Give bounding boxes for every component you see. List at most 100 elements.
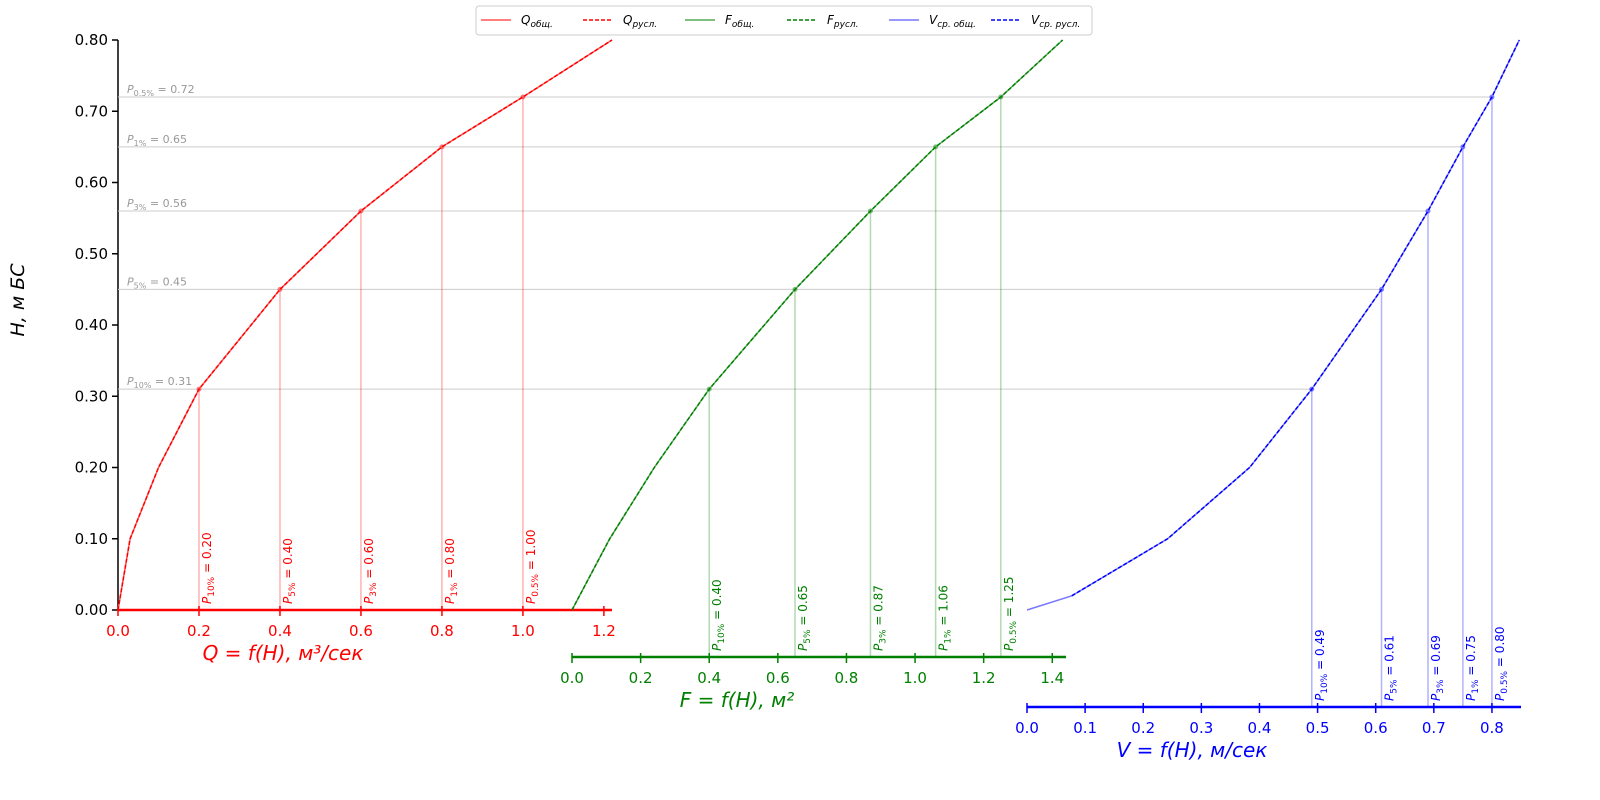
point-label: P3% = 0.69 [1429, 635, 1446, 701]
point-name: 10% [717, 623, 727, 643]
point-symbol: P [1002, 643, 1016, 651]
point-equals: = [200, 559, 214, 577]
legend-name: Q [623, 13, 632, 27]
point-label: P10% = 0.40 [710, 579, 727, 651]
legend-name: F [725, 13, 733, 27]
x-tick-label: 1.2 [592, 622, 616, 640]
point-label: P1% = 0.75 [1464, 635, 1481, 701]
point-equals: = [796, 612, 810, 630]
point-label: P0.5% = 1.25 [1002, 576, 1019, 651]
x-tick-label: 0.2 [1131, 719, 1155, 737]
point-symbol: P [362, 596, 376, 604]
point-name: 3% [1436, 679, 1446, 694]
y-tick-label: 0.40 [75, 316, 108, 334]
legend-label: Vср. русл. [1031, 13, 1080, 30]
level-symbol: P [127, 197, 134, 210]
point-equals: = [443, 565, 457, 583]
point-symbol: P [1313, 693, 1327, 701]
point-label: P1% = 0.80 [443, 538, 460, 604]
point-name: 10% [1320, 673, 1330, 693]
x-axis-label: Q = f(H), м³/сек [203, 641, 364, 665]
point-name: 0.5% [1500, 670, 1510, 693]
x-tick-label: 0.8 [1480, 719, 1504, 737]
point-value: 1.25 [1002, 576, 1016, 603]
legend-name: V [929, 13, 938, 27]
point-symbol: P [1464, 693, 1478, 701]
point-label: P0.5% = 1.00 [524, 529, 541, 604]
legend-subscript: ср. русл. [1039, 20, 1080, 30]
point-equals: = [710, 606, 724, 624]
curve [571, 39, 1064, 611]
point-value: 0.69 [1429, 635, 1443, 662]
point-label: P10% = 0.49 [1313, 629, 1330, 701]
level-value: 0.45 [163, 275, 188, 288]
level-label: P0.5% = 0.72 [127, 83, 195, 98]
x-tick-label: 0.4 [268, 622, 292, 640]
legend-subscript: ср. общ. [937, 20, 976, 30]
point-symbol: P [1383, 693, 1397, 701]
level-value: 0.31 [168, 375, 193, 388]
x-tick-label: 0.0 [106, 622, 130, 640]
x-tick-label: 1.0 [511, 622, 535, 640]
point-equals: = [362, 565, 376, 583]
curve [1071, 39, 1520, 597]
level-label: P1% = 0.65 [127, 133, 187, 148]
x-tick-label: 0.7 [1422, 719, 1446, 737]
legend-subscript: русл. [833, 20, 859, 30]
point-name: 1% [944, 629, 954, 644]
legend-label: Vср. общ. [929, 13, 976, 30]
point-label: P3% = 0.87 [871, 585, 888, 651]
point-equals: = [937, 612, 951, 630]
curve [117, 39, 613, 611]
legend-subscript: общ. [530, 20, 552, 30]
legend-label: Fобщ. [725, 13, 754, 30]
x-tick-label: 0.6 [1364, 719, 1388, 737]
curve [571, 39, 1064, 611]
x-axis-label: V = f(H), м/сек [1117, 738, 1268, 762]
legend-label: Qобщ. [521, 13, 553, 30]
level-equals: = [146, 133, 162, 146]
point-symbol: P [796, 643, 810, 651]
point-value: 0.40 [710, 579, 724, 606]
point-symbol: P [1493, 693, 1507, 701]
x-tick-label: 0.5 [1306, 719, 1330, 737]
point-name: 5% [803, 629, 813, 644]
x-tick-label: 1.4 [1040, 669, 1064, 687]
point-equals: = [1002, 603, 1016, 621]
level-name: 0.5% [134, 89, 155, 98]
legend-name: V [1031, 13, 1040, 27]
point-equals: = [1383, 662, 1397, 680]
point-value: 0.60 [362, 538, 376, 565]
point-value: 0.49 [1313, 629, 1327, 656]
legend-name: F [827, 13, 835, 27]
level-symbol: P [127, 375, 134, 388]
level-name: 10% [134, 381, 152, 390]
level-name: 5% [134, 281, 147, 290]
point-symbol: P [871, 643, 885, 651]
x-tick-label: 0.1 [1073, 719, 1097, 737]
level-symbol: P [127, 133, 134, 146]
point-name: 0.5% [531, 573, 541, 596]
point-equals: = [1429, 662, 1443, 680]
curve [117, 39, 613, 611]
point-label: P5% = 0.65 [796, 585, 813, 651]
x-tick-label: 0.3 [1189, 719, 1213, 737]
legend-label: Fрусл. [827, 13, 859, 30]
y-tick-label: 0.50 [75, 245, 108, 263]
point-symbol: P [524, 596, 538, 604]
y-axis-label: H, м БС [7, 263, 29, 337]
point-label: P1% = 1.06 [937, 585, 954, 651]
level-equals: = [151, 375, 167, 388]
point-equals: = [1464, 662, 1478, 680]
point-name: 10% [207, 576, 217, 596]
level-value: 0.72 [170, 83, 195, 96]
point-equals: = [524, 556, 538, 574]
point-value: 0.61 [1383, 635, 1397, 662]
x-tick-label: 1.0 [903, 669, 927, 687]
point-value: 1.06 [937, 585, 951, 612]
legend-subscript: общ. [732, 20, 754, 30]
x-tick-label: 0.6 [766, 669, 790, 687]
y-tick-label: 0.70 [75, 102, 108, 120]
